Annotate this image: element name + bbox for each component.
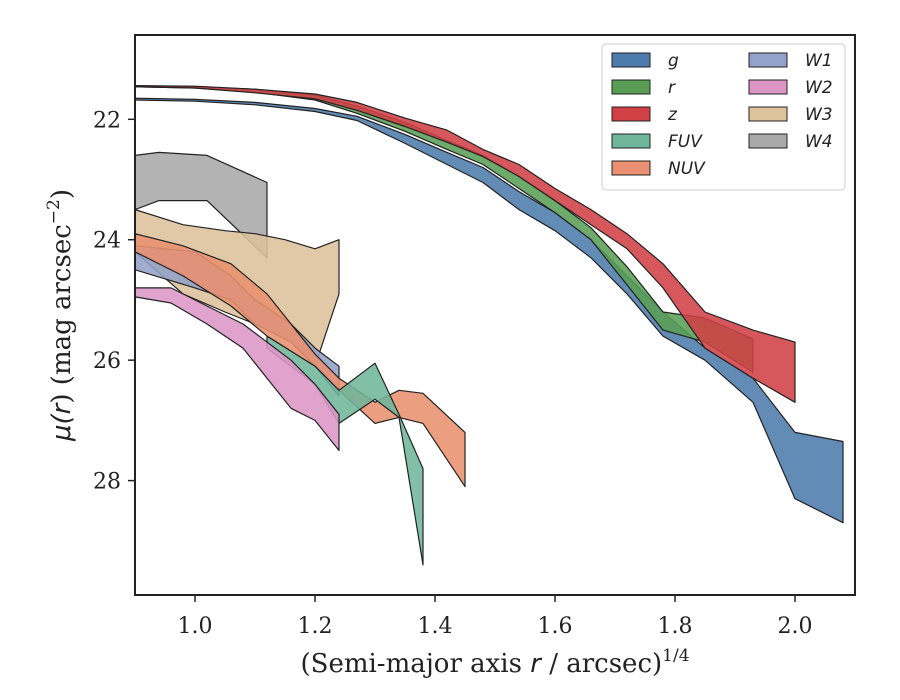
legend-label-w2: W2 [805, 78, 833, 98]
legend-swatch-w1 [748, 52, 788, 68]
x-tick-label: 1.6 [538, 614, 573, 639]
legend-swatch-fuv [611, 133, 651, 149]
y-axis-label: μ(r) (mag arcsec−2) [44, 189, 77, 442]
y-axis-label-close: ) [47, 189, 77, 199]
band-w2 [135, 287, 340, 452]
legend-swatch-z [611, 106, 651, 122]
legend-swatch-nuv [611, 160, 651, 176]
legend-swatch-w2 [748, 79, 788, 95]
legend-swatch-g [611, 52, 651, 68]
legend-swatch-w3 [748, 106, 788, 122]
y-axis-label-exp: −2 [44, 199, 64, 224]
legend-label-g: g [668, 51, 679, 71]
x-axis-label-var: r [530, 649, 543, 679]
legend-label-r: r [668, 78, 676, 98]
x-axis-label: (Semi-major axis r / arcsec)1/4 [300, 646, 689, 679]
legend-label-fuv: FUV [668, 132, 703, 152]
x-axis-label-exp: 1/4 [662, 646, 689, 666]
x-axis-ticks: 1.0 1.2 1.4 1.6 1.8 2.0 [178, 595, 813, 639]
band-z [135, 84, 796, 403]
legend-label-z: z [667, 105, 678, 125]
y-tick-label: 28 [93, 470, 121, 495]
y-tick-label: 24 [93, 229, 121, 254]
band-g [135, 97, 844, 524]
plot-frame [134, 34, 856, 596]
legend-label-w1: W1 [805, 51, 833, 71]
y-axis-label-var: r [47, 401, 77, 414]
legend-label-nuv: NUV [668, 159, 706, 179]
x-tick-label: 1.4 [418, 614, 453, 639]
legend-swatch-w4 [748, 133, 788, 149]
legend: grz FUV NUV W1 W2 W3 W4 [601, 43, 846, 191]
y-tick-label: 22 [93, 108, 121, 133]
y-axis-label-tail: ) (mag arcsec [47, 224, 77, 403]
x-axis-label-tail: / arcsec) [541, 649, 662, 679]
y-axis-ticks: 22 24 26 28 [93, 108, 135, 495]
x-tick-label: 2.0 [778, 614, 813, 639]
x-tick-label: 1.8 [658, 614, 693, 639]
y-axis-label-mu: μ( [47, 412, 77, 442]
legend-swatch-r [611, 79, 651, 95]
legend-label-w4: W4 [805, 132, 833, 152]
y-tick-label: 26 [93, 349, 121, 374]
series-bands [135, 84, 844, 566]
legend-label-w3: W3 [805, 105, 833, 125]
band-nuv [135, 233, 466, 488]
x-axis-label-main: (Semi-major axis [300, 649, 530, 679]
x-tick-label: 1.2 [298, 614, 333, 639]
x-tick-label: 1.0 [178, 614, 213, 639]
